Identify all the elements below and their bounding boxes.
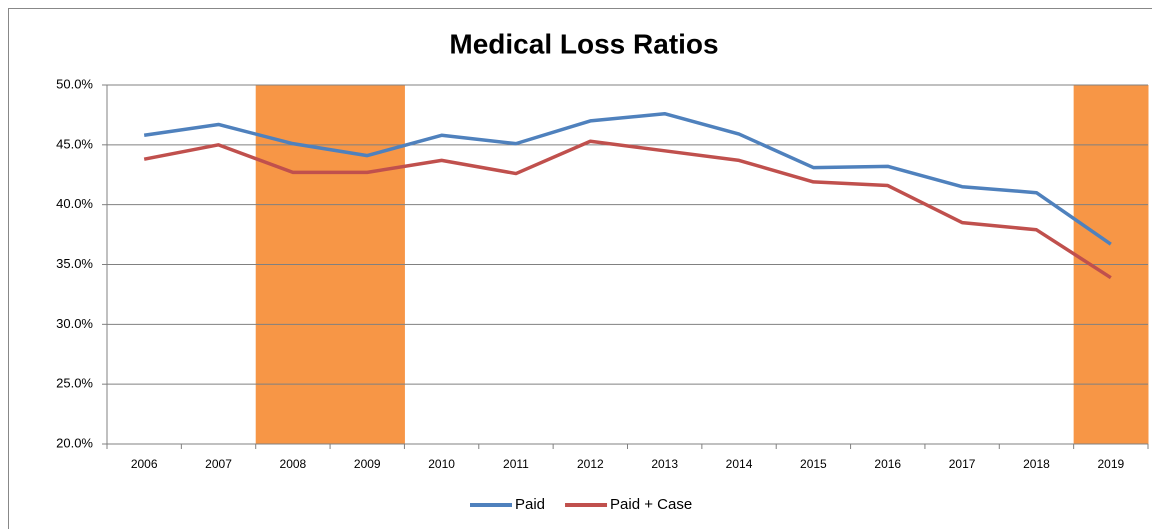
x-tick-label: 2011 xyxy=(503,457,529,471)
x-tick-label: 2007 xyxy=(205,457,232,471)
y-tick-label: 30.0% xyxy=(56,316,93,331)
x-tick-label: 2018 xyxy=(1023,457,1050,471)
x-tick-label: 2015 xyxy=(800,457,827,471)
x-tick-label: 2019 xyxy=(1097,457,1124,471)
legend-label: Paid xyxy=(515,496,545,513)
x-tick-label: 2014 xyxy=(726,457,753,471)
y-tick-label: 40.0% xyxy=(56,196,93,211)
x-tick-label: 2008 xyxy=(280,457,307,471)
x-tick-label: 2009 xyxy=(354,457,381,471)
y-tick-label: 20.0% xyxy=(56,435,93,450)
x-tick-label: 2017 xyxy=(949,457,976,471)
x-tick-label: 2016 xyxy=(874,457,901,471)
series-line xyxy=(143,139,1112,280)
y-tick-label: 50.0% xyxy=(56,76,93,91)
y-tick-label: 35.0% xyxy=(56,256,93,271)
chart-border xyxy=(8,8,1152,529)
y-tick-label: 25.0% xyxy=(56,376,93,391)
x-tick-label: 2006 xyxy=(131,457,158,471)
y-tick-label: 45.0% xyxy=(56,136,93,151)
chart-title: Medical Loss Ratios xyxy=(449,28,718,59)
x-tick-label: 2010 xyxy=(428,457,455,471)
legend-label: Paid + Case xyxy=(610,496,692,513)
x-tick-label: 2013 xyxy=(651,457,678,471)
series-line xyxy=(143,111,1112,246)
x-tick-label: 2012 xyxy=(577,457,604,471)
